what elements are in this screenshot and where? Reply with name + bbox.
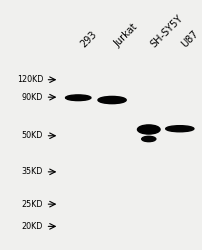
Ellipse shape: [98, 96, 126, 104]
Text: Jurkat: Jurkat: [112, 22, 139, 49]
Text: U87: U87: [179, 28, 200, 49]
Text: SH-SY5Y: SH-SY5Y: [148, 13, 184, 49]
Ellipse shape: [141, 136, 155, 142]
Text: 90KD: 90KD: [22, 93, 43, 102]
Text: 293: 293: [78, 29, 98, 49]
Text: 50KD: 50KD: [22, 131, 43, 140]
Ellipse shape: [165, 126, 193, 132]
Text: 120KD: 120KD: [17, 75, 43, 84]
Text: 25KD: 25KD: [21, 200, 43, 209]
Ellipse shape: [137, 125, 159, 134]
Ellipse shape: [65, 95, 90, 100]
Text: 35KD: 35KD: [22, 167, 43, 176]
Text: 20KD: 20KD: [22, 222, 43, 231]
